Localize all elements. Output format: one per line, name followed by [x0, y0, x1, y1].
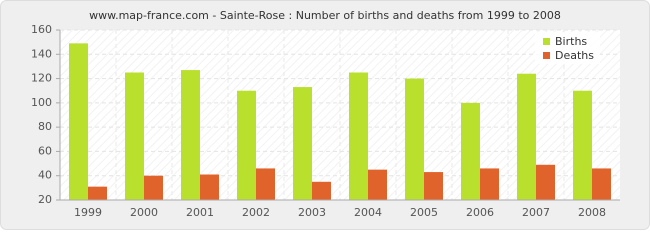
- x-tick-label: 2006: [466, 206, 494, 219]
- y-tick-label: 20: [38, 193, 52, 206]
- bar: [293, 87, 312, 200]
- y-tick-label: 80: [38, 120, 52, 133]
- bar: [405, 78, 424, 200]
- bar: [312, 181, 331, 200]
- bar: [424, 172, 443, 200]
- legend-swatch: [543, 52, 550, 59]
- bar: [200, 174, 219, 200]
- bar: [69, 43, 88, 200]
- x-tick-label: 1999: [74, 206, 102, 219]
- bar: [125, 72, 144, 200]
- bar: [256, 168, 275, 200]
- x-tick-label: 2007: [522, 206, 550, 219]
- bar: [88, 186, 107, 200]
- bar: [368, 169, 387, 200]
- chart: www.map-france.com - Sainte-Rose : Numbe…: [0, 0, 650, 230]
- bar: [592, 168, 611, 200]
- x-tick-label: 2002: [242, 206, 270, 219]
- bar: [480, 168, 499, 200]
- y-tick-label: 160: [31, 23, 52, 36]
- bar: [536, 164, 555, 200]
- legend-label: Births: [555, 35, 587, 48]
- x-tick-label: 2008: [578, 206, 606, 219]
- bar: [237, 90, 256, 200]
- y-tick-label: 120: [31, 72, 52, 85]
- bar: [349, 72, 368, 200]
- legend-swatch: [543, 38, 550, 45]
- bar: [461, 102, 480, 200]
- x-tick-label: 2004: [354, 206, 382, 219]
- y-tick-label: 140: [31, 47, 52, 60]
- bar: [144, 175, 163, 200]
- x-tick-label: 2003: [298, 206, 326, 219]
- x-tick-label: 2000: [130, 206, 158, 219]
- bar: [517, 73, 536, 200]
- y-tick-label: 40: [38, 169, 52, 182]
- y-tick-label: 100: [31, 96, 52, 109]
- x-tick-label: 2005: [410, 206, 438, 219]
- y-tick-label: 60: [38, 144, 52, 157]
- legend-label: Deaths: [555, 49, 594, 62]
- chart-title: www.map-france.com - Sainte-Rose : Numbe…: [89, 9, 561, 22]
- bar: [181, 70, 200, 200]
- bar: [573, 90, 592, 200]
- x-tick-label: 2001: [186, 206, 214, 219]
